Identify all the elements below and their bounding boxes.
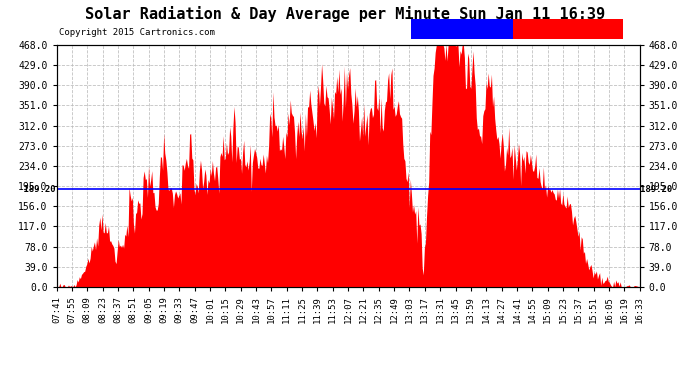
Text: Radiation (w/m2): Radiation (w/m2) <box>525 25 611 34</box>
Text: 189.20: 189.20 <box>640 184 678 194</box>
Text: Median (w/m2): Median (w/m2) <box>426 25 497 34</box>
Text: 189.20: 189.20 <box>19 184 56 194</box>
Text: Copyright 2015 Cartronics.com: Copyright 2015 Cartronics.com <box>59 28 215 37</box>
Text: Solar Radiation & Day Average per Minute Sun Jan 11 16:39: Solar Radiation & Day Average per Minute… <box>85 6 605 22</box>
